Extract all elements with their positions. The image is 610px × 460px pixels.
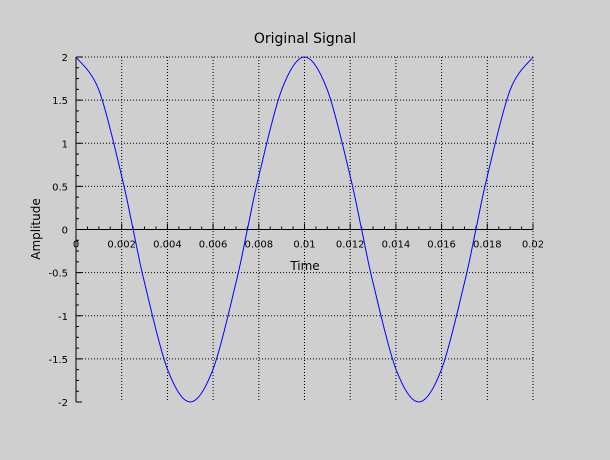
y-tick-label: 1 bbox=[62, 139, 68, 150]
y-tick-label: -0.5 bbox=[48, 269, 68, 280]
y-tick-label: -1 bbox=[58, 312, 68, 323]
x-axis-label: Time bbox=[289, 259, 319, 273]
x-tick-label: 0.014 bbox=[382, 240, 411, 251]
grid bbox=[76, 56, 534, 402]
y-tick-label: 0.5 bbox=[52, 182, 68, 193]
x-tick-label: 0.002 bbox=[107, 240, 136, 251]
x-tick-label: 0.01 bbox=[293, 240, 315, 251]
y-tick-label: 1.5 bbox=[52, 96, 68, 107]
x-tick-label: 0.018 bbox=[473, 240, 502, 251]
y-tick-label: 0 bbox=[62, 226, 68, 237]
x-tick-label: 0.006 bbox=[199, 240, 228, 251]
x-tick-label: 0.016 bbox=[427, 240, 456, 251]
ticks: 0 0.002 0.004 0.006 0.008 0.01 0.012 0.014 0.016… bbox=[48, 53, 544, 409]
series bbox=[75, 56, 534, 403]
chart-title: Original Signal bbox=[254, 31, 356, 47]
y-tick-label: -2 bbox=[58, 398, 68, 409]
y-axis-label: Amplitude bbox=[29, 198, 43, 260]
x-tick-label: 0.012 bbox=[336, 240, 365, 251]
signal-line bbox=[75, 56, 534, 403]
x-tick-label: 0.008 bbox=[244, 240, 273, 251]
x-tick-label: 0.02 bbox=[522, 240, 544, 251]
x-tick-label: 0 bbox=[73, 240, 79, 251]
y-tick-label: -1.5 bbox=[48, 355, 68, 366]
x-tick-label: 0.004 bbox=[153, 240, 182, 251]
y-tick-label: 2 bbox=[62, 53, 68, 64]
